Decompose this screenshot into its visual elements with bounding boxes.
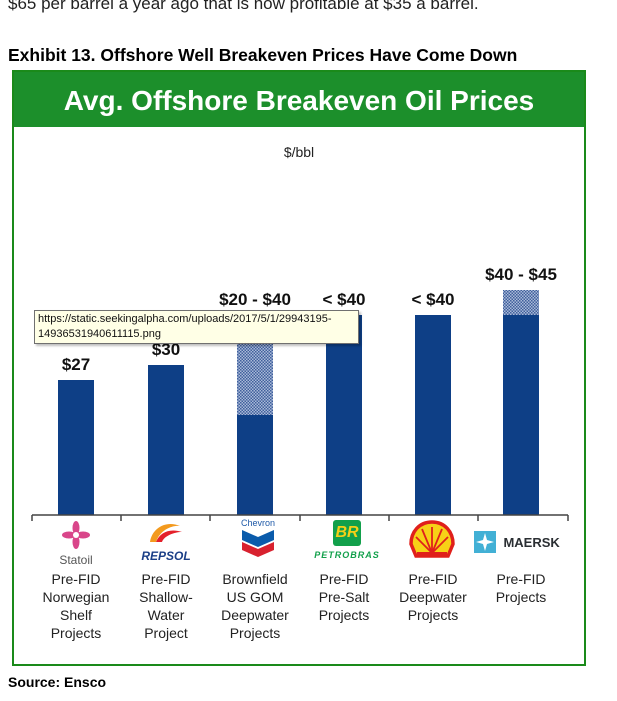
bar-maersk bbox=[503, 315, 539, 515]
category-label-line: Norwegian bbox=[42, 589, 110, 605]
category-label-line: Projects bbox=[407, 607, 459, 623]
category-label-shell: Pre-FID Deepwater Projects bbox=[385, 570, 481, 624]
image-url-tooltip: https://static.seekingalpha.com/uploads/… bbox=[34, 310, 359, 344]
category-label-line: US GOM bbox=[226, 589, 284, 605]
exhibit-title: Exhibit 13. Offshore Well Breakeven Pric… bbox=[8, 45, 518, 65]
data-label-repsol: $30 bbox=[152, 340, 180, 359]
repsol-flame-icon bbox=[150, 523, 182, 542]
bar-repsol bbox=[148, 365, 184, 515]
category-label-petrobras: Pre-FID Pre-Salt Projects bbox=[296, 570, 392, 624]
category-label-line: Project bbox=[144, 625, 188, 641]
category-label-line: Shelf bbox=[60, 607, 92, 623]
category-label-line: Deepwater bbox=[399, 589, 467, 605]
category-label-line: Projects bbox=[229, 625, 281, 641]
category-label-repsol: Pre-FID Shallow- Water Project bbox=[118, 570, 214, 642]
petrobras-br-icon: BR bbox=[333, 520, 361, 546]
repsol-logo: REPSOL bbox=[134, 518, 198, 563]
source-note: Source: Ensco bbox=[8, 674, 107, 690]
category-label-line: Projects bbox=[318, 607, 370, 623]
category-label-line: Pre-FID bbox=[319, 571, 369, 587]
bar-range-maersk bbox=[503, 290, 539, 315]
repsol-wordmark: REPSOL bbox=[141, 549, 191, 563]
chart-title: Avg. Offshore Breakeven Oil Prices bbox=[14, 72, 584, 127]
category-label-statoil: Pre-FID Norwegian Shelf Projects bbox=[28, 570, 124, 642]
category-label-maersk: Pre-FID Projects bbox=[473, 570, 569, 606]
chevron-logo: Chevron bbox=[226, 518, 290, 563]
data-label-maersk: $40 - $45 bbox=[485, 265, 557, 284]
category-label-line: Projects bbox=[495, 589, 547, 605]
bar-petrobras bbox=[326, 315, 362, 515]
data-label-chevron: $20 - $40 bbox=[219, 290, 291, 309]
category-label-line: Pre-FID bbox=[496, 571, 546, 587]
data-label-petrobras: < $40 bbox=[322, 290, 365, 309]
bar-chevron bbox=[237, 415, 273, 515]
chevron-chevron-icon bbox=[242, 530, 274, 557]
category-label-chevron: Brownfield US GOM Deepwater Projects bbox=[207, 570, 303, 642]
chevron-wordmark: Chevron bbox=[240, 518, 276, 528]
y-unit-label: $/bbl bbox=[283, 144, 315, 160]
petrobras-wordmark: PETROBRAS bbox=[314, 550, 380, 560]
category-label-line: Pre-FID bbox=[141, 571, 191, 587]
statoil-logo: Statoil bbox=[44, 520, 108, 567]
data-label-shell: < $40 bbox=[411, 290, 454, 309]
category-label-line: Brownfield bbox=[222, 571, 288, 587]
statoil-wordmark: Statoil bbox=[59, 553, 93, 567]
category-label-line: Pre-FID bbox=[51, 571, 101, 587]
category-label-line: Shallow- bbox=[139, 589, 193, 605]
maersk-logo: MAERSK bbox=[474, 531, 578, 553]
bar-statoil bbox=[58, 380, 94, 515]
category-label-line: Water bbox=[147, 607, 185, 623]
data-label-statoil: $27 bbox=[62, 355, 90, 374]
shell-pecten-icon bbox=[409, 520, 455, 558]
category-label-line: Pre-FID bbox=[408, 571, 458, 587]
statoil-star-icon bbox=[62, 521, 90, 549]
intro-text: $65 per barrel a year ago that is now pr… bbox=[8, 0, 479, 13]
petrobras-logo: BR PETROBRAS bbox=[311, 520, 383, 560]
maersk-wordmark: MAERSK bbox=[503, 534, 560, 550]
category-label-line: Projects bbox=[50, 625, 102, 641]
category-label-line: Deepwater bbox=[221, 607, 289, 623]
maersk-star-icon bbox=[474, 531, 496, 553]
shell-logo bbox=[402, 519, 462, 566]
bar-shell bbox=[415, 315, 451, 515]
category-label-line: Pre-Salt bbox=[318, 589, 370, 605]
chart-frame: Avg. Offshore Breakeven Oil Prices $/bbl bbox=[12, 70, 586, 666]
